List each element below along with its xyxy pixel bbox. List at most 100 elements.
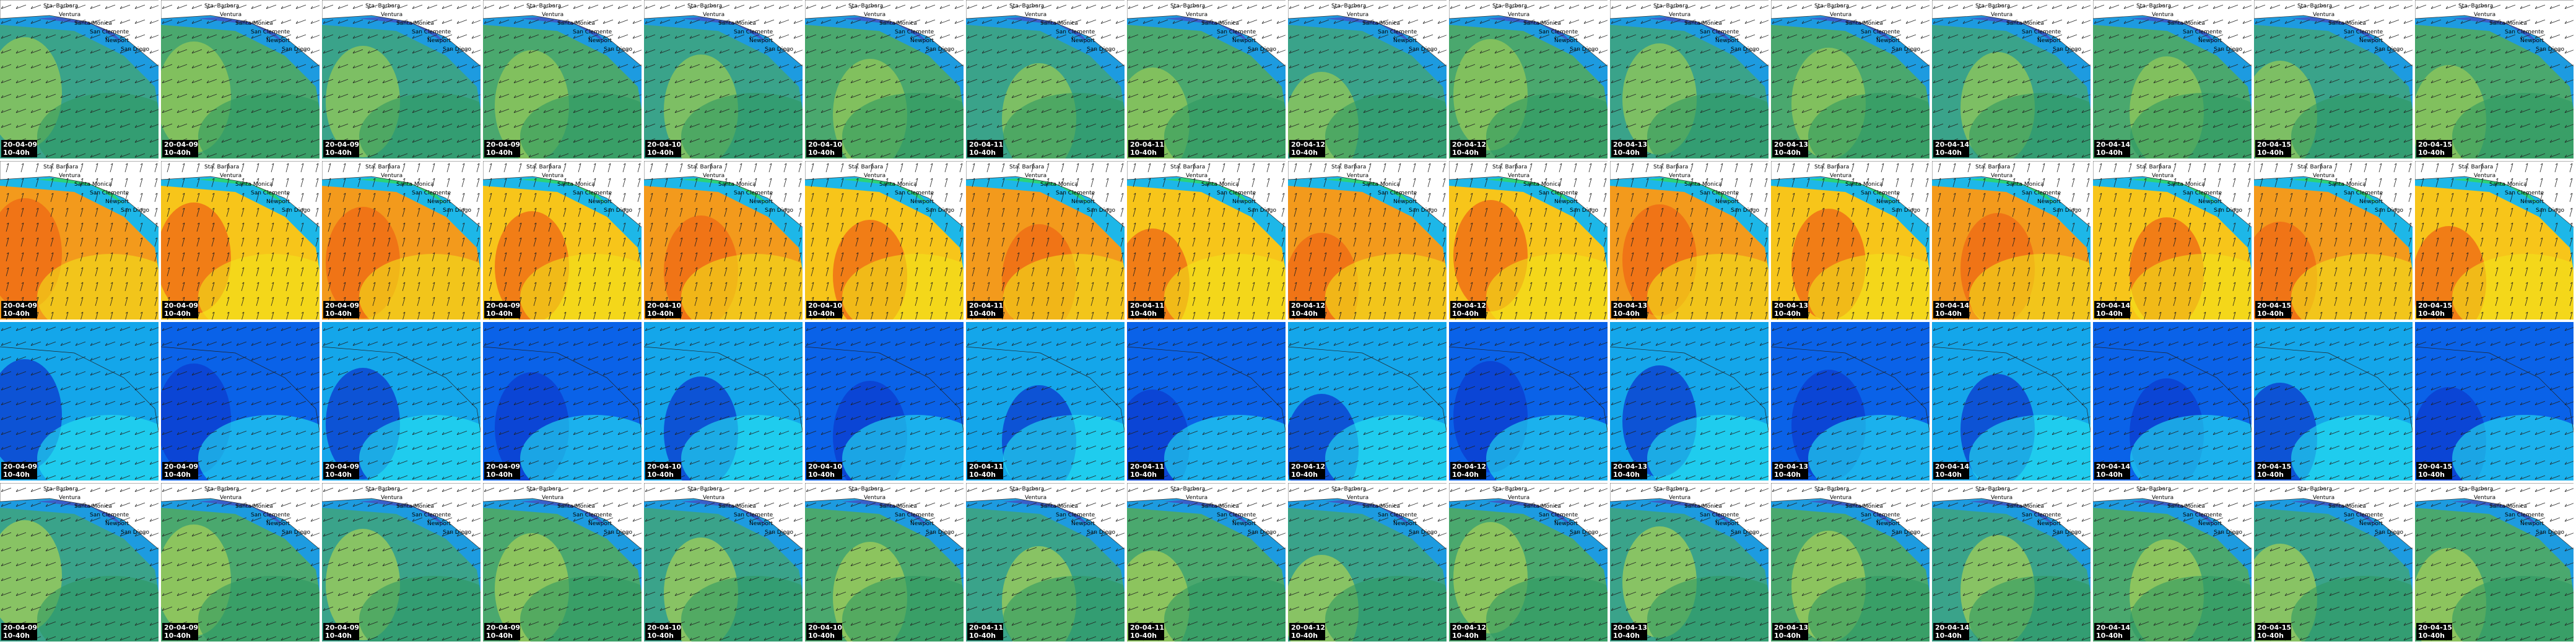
field-blob xyxy=(1164,576,1286,642)
place-label: Newport xyxy=(1876,38,1900,44)
place-label: Ventura xyxy=(220,173,242,179)
map-thumbnail[interactable]: Sta. Barbara Ventura Santa Monica San Cleme… xyxy=(1610,0,1796,180)
land xyxy=(2415,483,2574,550)
wind-arrows xyxy=(2094,4,2252,158)
map-thumbnail[interactable]: Sta. Barbara Ventura Santa Monica San Cleme… xyxy=(1932,483,2118,644)
map-thumbnail[interactable]: Sta. Barbara Ventura Santa Monica San Cleme… xyxy=(322,0,508,180)
map-thumbnail[interactable]: Sta. Barbara Ventura Santa Monica San Cleme… xyxy=(0,0,186,180)
map-thumbnail[interactable]: Sta. Barbara Ventura Santa Monica San Cleme… xyxy=(805,0,991,180)
map-body: Sta. Barbara Ventura Santa Monica San Cleme… xyxy=(966,161,1125,320)
map-thumbnail[interactable]: Sta. Barbara Ventura Santa Monica San Cleme… xyxy=(966,161,1152,341)
map-thumbnail[interactable]: Sta. Barbara Ventura Santa Monica San Cleme… xyxy=(644,483,830,644)
map-thumbnail[interactable]: Sta. Barbara Ventura Santa Monica San Cleme… xyxy=(322,161,508,341)
label-box xyxy=(1,623,37,640)
map-thumbnail[interactable]: Sta. Barbara Ventura Santa Monica San Cleme… xyxy=(2093,0,2279,180)
place-label: San Diego xyxy=(1409,207,1437,214)
time-label: 10-40h xyxy=(1613,310,1640,318)
map-thumbnail[interactable]: Sta. Barbara Ventura Santa Monica San Cleme… xyxy=(2243,0,2440,180)
map-thumbnail[interactable]: Sta. Barbara Ventura Santa Monica San Cleme… xyxy=(2243,161,2440,341)
place-label: San Diego xyxy=(604,46,632,53)
map-thumbnail[interactable]: Sta. Barbara Ventura Santa Monica San Cleme… xyxy=(483,161,669,341)
map-thumbnail[interactable]: Sta. Barbara Ventura Santa Monica San Cleme… xyxy=(1771,483,1957,644)
map-thumbnail[interactable]: Sta. Barbara Ventura Santa Monica San Cleme… xyxy=(2243,483,2440,644)
map-thumbnail[interactable]: Sta. Barbara Ventura Santa Monica San Cleme… xyxy=(1610,483,1796,644)
map-thumbnail[interactable]: Sta. Barbara Ventura Santa Monica San Cleme… xyxy=(2412,161,2576,341)
map-thumbnail[interactable]: Sta. Barbara Ventura Santa Monica San Cleme… xyxy=(1932,161,2118,341)
wind-arrows xyxy=(1611,326,1769,480)
map-thumbnail[interactable]: Sta. Barbara Ventura Santa Monica San Cleme… xyxy=(0,483,186,644)
date-label: 20-04-13 xyxy=(1774,463,1808,471)
map-thumbnail[interactable]: Sta. Barbara Ventura Santa Monica San Cleme… xyxy=(483,0,669,180)
date-label: 20-04-09 xyxy=(164,141,198,149)
time-label: 10-40h xyxy=(1452,310,1479,318)
field-blob xyxy=(198,415,320,481)
map-thumbnail[interactable]: Sta. Barbara Ventura Santa Monica San Cleme… xyxy=(644,0,830,180)
place-label: San Clemente xyxy=(2022,190,2061,196)
field-blob xyxy=(2452,415,2574,481)
map-thumbnail[interactable]: Sta. Barbara Ventura Santa Monica San Cleme… xyxy=(157,483,347,644)
map-thumbnail[interactable]: Sta. Barbara Ventura Santa Monica San Cleme… xyxy=(1449,483,1635,644)
map-thumbnail[interactable]: Sta. Barbara Ventura Santa Monica San Cleme… xyxy=(322,483,508,644)
map-thumbnail[interactable]: Sta. Barbara Ventura Santa Monica San Cleme… xyxy=(1771,161,1957,341)
map-thumbnail[interactable]: Sta. Barbara Ventura Santa Monica San Cleme… xyxy=(1932,0,2118,180)
field-blob xyxy=(681,576,803,642)
map-thumbnail[interactable]: Sta. Barbara Ventura Santa Monica San Cleme… xyxy=(2093,161,2279,341)
map-body: Sta. Barbara Ventura Santa Monica San Cleme… xyxy=(161,483,320,642)
map-thumbnail[interactable]: Sta. Barbara Ventura Santa Monica San Cleme… xyxy=(1115,161,1313,341)
place-label: Santa Monica xyxy=(718,20,756,27)
place-label: Santa Monica xyxy=(235,20,273,27)
label-box xyxy=(162,301,198,318)
map-thumbnail[interactable]: Sta. Barbara Ventura Santa Monica San Cleme… xyxy=(805,483,991,644)
map-thumbnail[interactable]: Sta. Barbara Ventura Santa Monica San Cleme… xyxy=(1610,161,1796,341)
field-blob xyxy=(2291,576,2413,642)
map-thumbnail[interactable]: Sta. Barbara Ventura Santa Monica San Cleme… xyxy=(2093,483,2279,644)
map-thumbnail[interactable]: Sta. Barbara Ventura Santa Monica San Cleme… xyxy=(0,161,186,341)
place-label: San Diego xyxy=(2375,46,2403,53)
map-thumbnail[interactable]: Sta. Barbara Ventura Santa Monica San Cleme… xyxy=(2412,483,2576,644)
label-box xyxy=(1450,301,1486,318)
place-label: San Diego xyxy=(2214,46,2242,53)
place-label: Ventura xyxy=(1991,12,2012,18)
map-thumbnail[interactable]: Sta. Barbara Ventura Santa Monica San Cleme… xyxy=(1284,483,1474,644)
date-label: 20-04-09 xyxy=(164,624,198,632)
map-thumbnail[interactable]: Sta. Barbara Ventura Santa Monica San Cleme… xyxy=(2412,0,2576,180)
place-label: Newport xyxy=(2037,521,2061,527)
coastal-band xyxy=(2093,495,2252,592)
map-thumbnail[interactable]: Sta. Barbara Ventura Santa Monica San Cleme… xyxy=(157,0,347,180)
map-thumbnail[interactable]: Sta. Barbara Ventura Santa Monica San Cleme… xyxy=(1115,0,1313,180)
wind-arrows xyxy=(1450,487,1608,641)
map-thumbnail[interactable]: Sta. Barbara Ventura Santa Monica San Cleme… xyxy=(805,161,991,341)
map-thumbnail[interactable]: Sta. Barbara Ventura Santa Monica San Cleme… xyxy=(483,483,669,644)
map-thumbnail[interactable]: Sta. Barbara Ventura Santa Monica San Cleme… xyxy=(157,161,347,341)
map-thumbnail[interactable]: Sta. Barbara Ventura Santa Monica San Cleme… xyxy=(966,483,1152,644)
map-thumbnail[interactable]: Sta. Barbara Ventura Santa Monica San Cleme… xyxy=(1771,0,1957,180)
time-label: 10-40h xyxy=(2418,471,2445,479)
map-thumbnail[interactable]: Sta. Barbara Ventura Santa Monica San Cleme… xyxy=(1449,0,1635,180)
map-thumbnail[interactable]: Sta. Barbara Ventura Santa Monica San Cleme… xyxy=(644,161,830,341)
map-thumbnail[interactable]: Sta. Barbara Ventura Santa Monica San Cleme… xyxy=(1115,483,1313,644)
date-label: 20-04-11 xyxy=(969,141,1003,149)
label-box xyxy=(1772,140,1808,157)
map-thumbnail[interactable]: Sta. Barbara Ventura Santa Monica San Cleme… xyxy=(1284,161,1474,344)
map-thumbnail[interactable]: Sta. Barbara Ventura Santa Monica San Cleme… xyxy=(1284,0,1474,183)
time-label: 10-40h xyxy=(3,471,30,479)
map-thumbnail[interactable]: Sta. Barbara Ventura Santa Monica San Cleme… xyxy=(1449,161,1635,341)
map-thumbnail[interactable]: Sta. Barbara Ventura Santa Monica San Cleme… xyxy=(966,0,1152,180)
place-label: San Clemente xyxy=(1056,512,1095,518)
